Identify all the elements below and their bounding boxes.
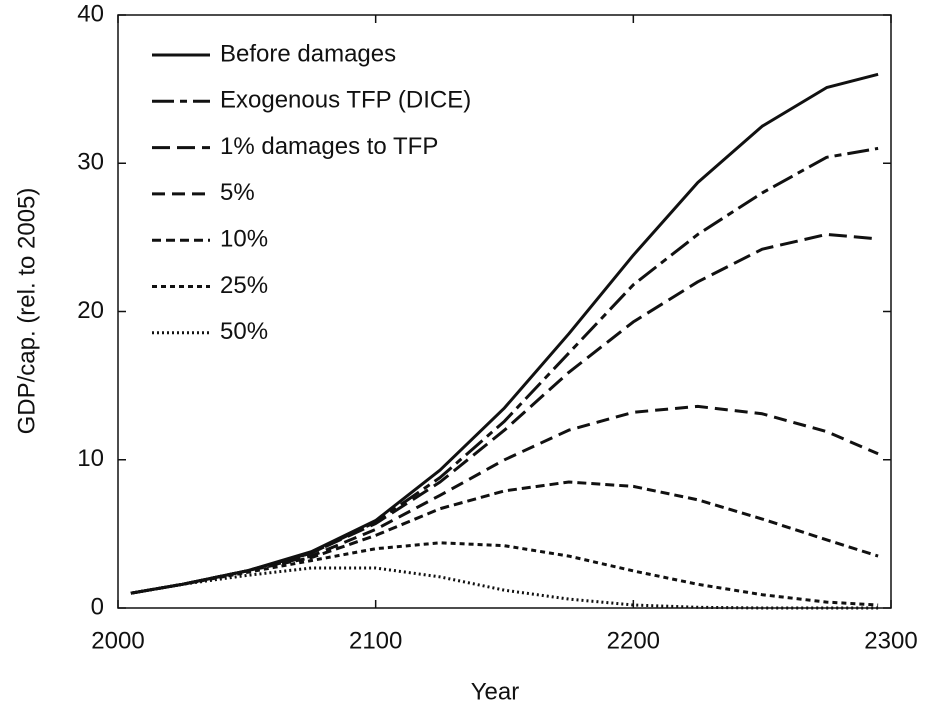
x-axis-label: Year — [471, 678, 520, 705]
x-tick-label: 2000 — [91, 627, 144, 654]
legend-label: 5% — [220, 179, 255, 206]
series-line — [130, 541, 879, 607]
series-line — [130, 146, 879, 595]
y-tick-label: 40 — [77, 0, 104, 27]
y-tick-label: 0 — [91, 593, 104, 620]
y-tick-label: 10 — [77, 445, 104, 472]
legend-label: 25% — [220, 272, 268, 299]
series-line — [130, 232, 879, 595]
x-tick-label: 2100 — [349, 627, 402, 654]
legend-label: 10% — [220, 226, 268, 253]
y-tick-label: 30 — [77, 149, 104, 176]
series-line — [130, 566, 879, 610]
legend-label: 50% — [220, 318, 268, 345]
legend-label: Before damages — [220, 40, 396, 67]
x-tick-label: 2300 — [864, 627, 917, 654]
series-line — [130, 404, 879, 595]
x-tick-label: 2200 — [607, 627, 660, 654]
legend-label: 1% damages to TFP — [220, 133, 438, 160]
y-tick-label: 20 — [77, 297, 104, 324]
y-axis-label: GDP/cap. (rel. to 2005) — [13, 188, 40, 435]
legend-label: Exogenous TFP (DICE) — [220, 87, 471, 114]
series-line — [130, 480, 879, 595]
